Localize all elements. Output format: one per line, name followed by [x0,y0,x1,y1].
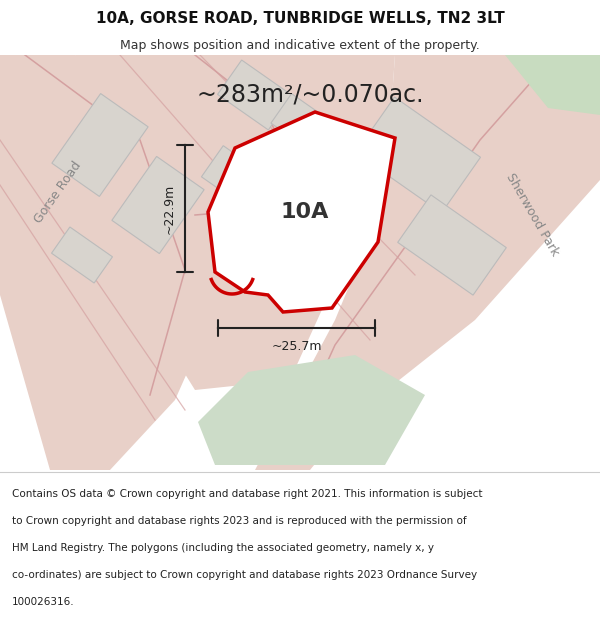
Text: HM Land Registry. The polygons (including the associated geometry, namely x, y: HM Land Registry. The polygons (includin… [12,543,434,553]
Polygon shape [52,227,112,283]
Polygon shape [218,60,292,130]
Text: 100026316.: 100026316. [12,597,74,607]
Text: 10A, GORSE ROAD, TUNBRIDGE WELLS, TN2 3LT: 10A, GORSE ROAD, TUNBRIDGE WELLS, TN2 3L… [95,11,505,26]
Text: to Crown copyright and database rights 2023 and is reproduced with the permissio: to Crown copyright and database rights 2… [12,516,467,526]
Text: Map shows position and indicative extent of the property.: Map shows position and indicative extent… [120,39,480,51]
Polygon shape [208,112,395,312]
Polygon shape [198,355,425,465]
Text: Contains OS data © Crown copyright and database right 2021. This information is : Contains OS data © Crown copyright and d… [12,489,482,499]
Text: 10A: 10A [281,202,329,222]
Text: ~283m²/~0.070ac.: ~283m²/~0.070ac. [196,83,424,107]
Text: ~22.9m: ~22.9m [163,183,176,234]
Polygon shape [0,55,215,470]
Polygon shape [505,55,600,115]
Text: co-ordinates) are subject to Crown copyright and database rights 2023 Ordnance S: co-ordinates) are subject to Crown copyr… [12,570,477,580]
Text: Gorse Road: Gorse Road [32,159,84,226]
Polygon shape [398,195,506,295]
Polygon shape [255,55,600,470]
Polygon shape [112,156,204,254]
Polygon shape [271,94,339,156]
Text: Sherwood Park: Sherwood Park [503,171,561,259]
Polygon shape [195,55,395,215]
Polygon shape [202,146,263,204]
Text: ~25.7m: ~25.7m [271,339,322,352]
Polygon shape [75,55,340,390]
Polygon shape [355,97,481,213]
Polygon shape [52,94,148,196]
